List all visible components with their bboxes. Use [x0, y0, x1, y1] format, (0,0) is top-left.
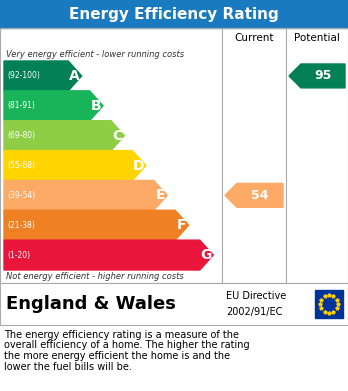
Polygon shape	[4, 240, 213, 270]
Text: Not energy efficient - higher running costs: Not energy efficient - higher running co…	[6, 272, 184, 281]
Polygon shape	[4, 180, 167, 210]
Text: A: A	[69, 69, 80, 83]
Text: (81-91): (81-91)	[7, 101, 35, 110]
Text: (69-80): (69-80)	[7, 131, 35, 140]
Polygon shape	[4, 121, 125, 151]
Polygon shape	[4, 151, 146, 180]
Text: lower the fuel bills will be.: lower the fuel bills will be.	[4, 362, 132, 371]
Text: F: F	[177, 218, 187, 232]
Text: D: D	[132, 158, 144, 172]
Text: overall efficiency of a home. The higher the rating: overall efficiency of a home. The higher…	[4, 341, 250, 350]
Text: Potential: Potential	[294, 33, 340, 43]
Polygon shape	[289, 64, 345, 88]
Text: EU Directive: EU Directive	[226, 291, 286, 301]
Text: (21-38): (21-38)	[7, 221, 35, 230]
Text: (1-20): (1-20)	[7, 251, 30, 260]
Text: (92-100): (92-100)	[7, 72, 40, 81]
Text: B: B	[90, 99, 101, 113]
Text: (55-68): (55-68)	[7, 161, 35, 170]
Text: the more energy efficient the home is and the: the more energy efficient the home is an…	[4, 351, 230, 361]
Text: E: E	[156, 188, 165, 203]
Polygon shape	[225, 183, 283, 207]
Text: 95: 95	[314, 70, 332, 83]
Text: 54: 54	[251, 189, 269, 202]
Text: Current: Current	[234, 33, 274, 43]
Text: Energy Efficiency Rating: Energy Efficiency Rating	[69, 7, 279, 22]
Text: G: G	[200, 248, 211, 262]
Bar	[0, 28, 348, 283]
Polygon shape	[4, 210, 189, 240]
Polygon shape	[4, 61, 82, 91]
Polygon shape	[4, 91, 103, 121]
Bar	[0, 283, 348, 325]
Text: England & Wales: England & Wales	[6, 295, 176, 313]
Text: (39-54): (39-54)	[7, 191, 35, 200]
Text: Very energy efficient - lower running costs: Very energy efficient - lower running co…	[6, 50, 184, 59]
Text: 2002/91/EC: 2002/91/EC	[226, 307, 282, 317]
Text: The energy efficiency rating is a measure of the: The energy efficiency rating is a measur…	[4, 330, 239, 340]
Bar	[315, 290, 343, 318]
Bar	[0, 0, 348, 28]
Text: C: C	[112, 129, 122, 143]
